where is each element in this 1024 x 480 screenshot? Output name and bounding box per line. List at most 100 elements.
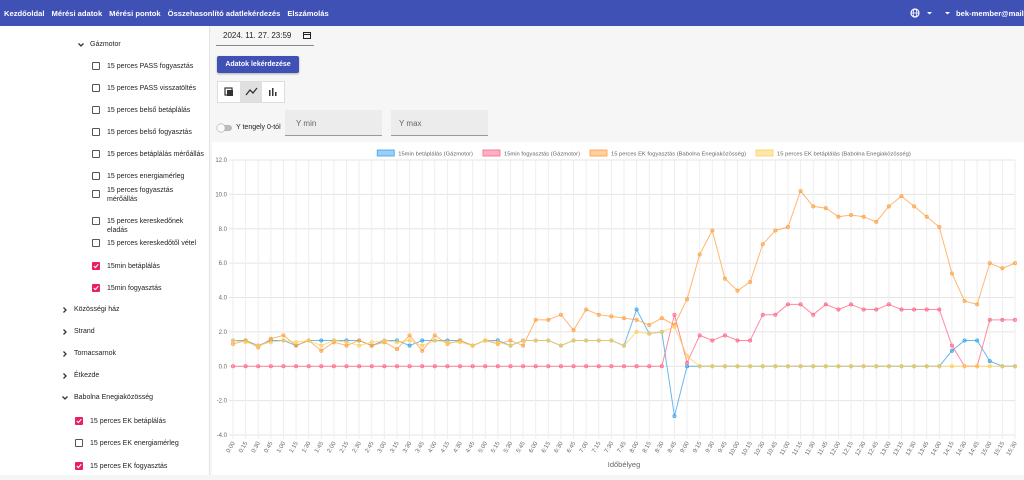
checkbox[interactable] <box>75 439 83 447</box>
data-point <box>949 343 954 348</box>
data-point <box>546 317 551 322</box>
data-point <box>634 364 639 369</box>
legend-item: 15min betáplálás (Gázmotor) <box>376 149 473 158</box>
x-tick-label: 2:45 <box>364 440 375 454</box>
data-point <box>659 329 664 334</box>
tree-item-label[interactable]: 15 perces belső fogyasztás <box>107 129 192 136</box>
nav-item[interactable]: Mérési adatok <box>51 9 103 18</box>
line-toggle[interactable] <box>245 87 258 96</box>
checkbox[interactable] <box>92 217 100 225</box>
y-max-input[interactable]: Y max <box>391 110 488 136</box>
tree-item-label[interactable]: 15 perces betáplálás mérőállás <box>107 151 204 158</box>
tree-item-label[interactable]: 15 perces EK betáplálás <box>90 418 166 425</box>
tree-item-label[interactable]: 15min betáplálás <box>107 263 160 270</box>
expand-chevron[interactable] <box>61 328 69 336</box>
data-point <box>937 225 942 230</box>
x-tick-label: 10:30 <box>754 440 767 457</box>
checkbox[interactable] <box>92 239 100 247</box>
calendar-icon[interactable] <box>303 31 311 39</box>
data-point <box>823 302 828 307</box>
tree-item-label[interactable]: 15 perces kereskedőnek eladás <box>107 218 184 234</box>
checkbox[interactable] <box>92 262 100 270</box>
nav-item[interactable]: Mérési pontok <box>109 9 161 18</box>
checkbox[interactable] <box>92 62 100 70</box>
data-point <box>571 328 576 333</box>
user-icon[interactable] <box>943 8 953 18</box>
tree-item-label[interactable]: 15 perces PASS visszatöltés <box>107 85 196 92</box>
expand-chevron[interactable] <box>61 394 69 402</box>
data-point <box>533 364 538 369</box>
data-point <box>836 364 841 369</box>
data-point <box>344 364 349 369</box>
tree-group-label[interactable]: Babolna Enegiaközösség <box>74 394 154 401</box>
data-point <box>357 364 362 369</box>
user-email[interactable]: bek-member@mailin <box>956 9 1024 18</box>
tree-item-label[interactable]: 15min fogyasztás <box>107 285 162 292</box>
checkbox[interactable] <box>75 462 83 470</box>
data-point <box>533 338 538 343</box>
data-point <box>407 364 412 369</box>
checkbox[interactable] <box>92 190 100 198</box>
expand-chevron[interactable] <box>61 306 69 314</box>
data-point <box>357 343 362 348</box>
tree-item-label[interactable]: 15 perces PASS fogyasztás <box>107 63 194 70</box>
y-min-input[interactable]: Y min <box>285 110 382 136</box>
expand-chevron[interactable] <box>61 350 69 358</box>
table-toggle[interactable] <box>224 87 233 96</box>
data-point <box>432 364 437 369</box>
checkbox[interactable] <box>92 150 100 158</box>
y-zero-switch[interactable] <box>216 123 234 133</box>
tree-item-label[interactable]: 15 perces energiamérleg <box>107 173 185 180</box>
checkbox[interactable] <box>92 284 100 292</box>
data-point <box>861 307 866 312</box>
checkbox[interactable] <box>92 128 100 136</box>
checkbox[interactable] <box>92 172 100 180</box>
tree-item-label[interactable]: 15 perces kereskedőtől vétel <box>107 240 197 247</box>
data-point <box>861 214 866 219</box>
nav-item[interactable]: Kezdőoldal <box>4 9 45 18</box>
tree-group-label[interactable]: Étkezde <box>74 372 100 379</box>
data-point <box>849 364 854 369</box>
bar-toggle[interactable] <box>269 88 277 96</box>
data-point <box>924 307 929 312</box>
x-tick-label: 2:15 <box>339 440 350 454</box>
checkbox[interactable] <box>92 106 100 114</box>
expand-chevron[interactable] <box>61 372 69 380</box>
data-point <box>685 353 690 358</box>
tree-item-label[interactable]: 15 perces fogyasztás mérőállás <box>107 187 174 203</box>
data-point <box>584 307 589 312</box>
data-point <box>369 364 374 369</box>
data-point <box>571 338 576 343</box>
tree-item-label[interactable]: 15 perces belső betáplálás <box>107 107 191 114</box>
x-tick-label: 6:15 <box>541 440 552 454</box>
data-point <box>937 364 942 369</box>
data-point <box>609 314 614 319</box>
data-point <box>647 331 652 336</box>
tree-item-label[interactable]: 15 perces EK energiamérleg <box>90 440 179 447</box>
data-point <box>1012 364 1017 369</box>
checkbox[interactable] <box>75 417 83 425</box>
nav-item[interactable]: Elszámolás <box>287 9 329 18</box>
data-point <box>495 364 500 369</box>
tree-group-label[interactable]: Tornacsarnok <box>74 350 117 357</box>
data-point <box>558 343 563 348</box>
data-point <box>256 343 261 348</box>
x-tick-label: 11:15 <box>792 440 805 456</box>
expand-chevron[interactable] <box>77 41 85 49</box>
query-button[interactable]: Adatok lekérdezése <box>217 56 299 73</box>
data-point <box>584 364 589 369</box>
tree-group-label[interactable]: Gázmotor <box>90 41 121 48</box>
tree-group-label[interactable]: Strand <box>74 328 95 335</box>
tree-item-label[interactable]: 15 perces EK fogyasztás <box>90 463 168 470</box>
date-input[interactable]: 2024. 11. 27. 23:59 <box>216 26 314 46</box>
data-point <box>760 364 765 369</box>
data-point <box>912 204 917 209</box>
nav-item[interactable]: Összehasonlító adatlekérdezés <box>167 9 281 18</box>
data-point <box>521 364 526 369</box>
language-menu[interactable] <box>910 8 940 18</box>
data-point <box>319 364 324 369</box>
tree-group-label[interactable]: Közösségi ház <box>74 306 120 313</box>
selected-toggle[interactable] <box>240 82 262 102</box>
data-point <box>924 364 929 369</box>
checkbox[interactable] <box>92 84 100 92</box>
